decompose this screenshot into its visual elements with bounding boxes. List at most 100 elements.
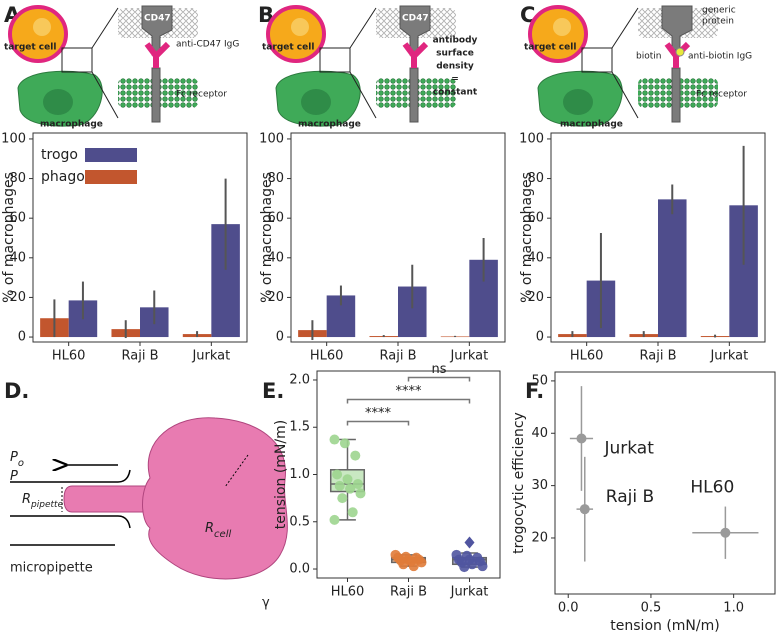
y-tick-label: 2.0 [289, 372, 310, 387]
macrophage-label: macrophage [298, 120, 361, 130]
significance-label: ns [431, 362, 446, 377]
data-point [398, 559, 409, 570]
protein [661, 5, 693, 51]
zoom-line [349, 71, 377, 119]
y-axis-label: tension (mN/m) [273, 420, 289, 529]
y-tick-label: 60 [267, 211, 284, 226]
data-point [342, 474, 353, 485]
receptor [151, 67, 161, 123]
text: R [22, 492, 31, 507]
data-point [416, 557, 427, 568]
y-tick-label: 0.0 [289, 562, 310, 577]
significance-label: **** [365, 406, 392, 421]
micropipette-diagram: Po P Rpipette Rcell micropipette γ [10, 417, 288, 611]
zoom-line [349, 7, 377, 49]
target-label: target cell [524, 43, 576, 53]
antibody [144, 41, 171, 68]
y-tick-label: 1.0 [289, 467, 310, 482]
data-point [329, 514, 340, 525]
legend-label: trogo [41, 147, 78, 163]
y-axis-label: % of macrophages [259, 172, 275, 303]
macrophage-label: macrophage [560, 120, 623, 130]
cell-body [142, 417, 288, 580]
y-axis-label: % of macrophages [519, 172, 535, 303]
y-tick-label: 0 [18, 330, 26, 345]
legend-swatch [85, 170, 137, 184]
x-tick-label: HL60 [310, 349, 344, 364]
legend-swatch [85, 148, 137, 162]
antibody-label: anti-CD47 IgG [176, 40, 239, 50]
text: cell [214, 529, 231, 540]
nucleus [43, 89, 73, 115]
x-tick-label: Jurkat [450, 585, 489, 600]
nucleus [301, 89, 331, 115]
data-point [579, 504, 590, 515]
x-tick-label: 1.0 [723, 601, 744, 616]
y-tick-label: 40 [267, 250, 284, 265]
x-tick-label: Raji B [640, 349, 677, 364]
data-point [408, 561, 419, 572]
data-point [332, 469, 343, 480]
biotin [675, 47, 685, 57]
pipette-label: micropipette [10, 561, 93, 576]
y-tick-label: 100 [1, 131, 26, 146]
y-tick-label: 80 [267, 171, 284, 186]
protein-label: generic [702, 6, 736, 16]
zoom-box [61, 47, 93, 73]
data-point [345, 483, 356, 494]
significance-bracket [407, 376, 471, 382]
y-tick-label: 20 [267, 290, 284, 305]
text: R [205, 521, 214, 536]
zoom-line [91, 7, 119, 49]
y-tick-label: 100 [519, 131, 544, 146]
y-tick-label: 60 [527, 211, 544, 226]
data-point [339, 438, 350, 449]
protein-label: CD47 [144, 14, 171, 24]
y-tick-label: 20 [527, 290, 544, 305]
y-tick-label: 40 [9, 250, 26, 265]
x-tick-label: Raji B [122, 349, 159, 364]
y-tick-label: 20 [531, 530, 548, 545]
data-point [352, 478, 363, 489]
target-label: target cell [262, 43, 314, 53]
antibody [402, 41, 429, 68]
significance-label: **** [396, 384, 423, 399]
receptor-label: Fc receptor [176, 90, 227, 100]
legend-label: phago [41, 169, 85, 185]
data-point [337, 493, 348, 504]
y-tick-label: 0.5 [289, 514, 310, 529]
x-tick-label: HL60 [570, 349, 604, 364]
x-tick-label: Jurkat [449, 349, 488, 364]
panel-label: F. [525, 379, 544, 403]
bar [658, 199, 687, 338]
data-point [334, 480, 345, 491]
ligand-label: biotin [636, 52, 661, 62]
data-point [350, 450, 361, 461]
tension-symbol: γ [262, 596, 270, 611]
y-tick-label: 40 [527, 250, 544, 265]
text: P [10, 469, 18, 484]
zoom-line [91, 71, 119, 119]
y-tick-label: 100 [259, 131, 284, 146]
point-label: HL60 [690, 478, 734, 498]
target-label: target cell [4, 43, 56, 53]
panel-label: D. [4, 379, 29, 403]
y-axis-label: trogocytic efficiency [511, 412, 527, 554]
receptor [409, 67, 419, 123]
data-point [720, 527, 731, 538]
significance-bracket [346, 420, 410, 426]
y-tick-label: 80 [9, 171, 26, 186]
x-tick-label: Jurkat [191, 349, 230, 364]
point-label: Raji B [606, 487, 654, 507]
y-tick-label: 60 [9, 211, 26, 226]
nucleus [563, 89, 593, 115]
data-point [329, 434, 340, 445]
y-tick-label: 0 [276, 330, 284, 345]
note: = [451, 75, 459, 85]
text: o [18, 458, 24, 469]
nucleus [291, 18, 309, 36]
nucleus [33, 18, 51, 36]
nucleus [553, 18, 571, 36]
y-tick-label: 20 [9, 290, 26, 305]
axes-frame [554, 371, 776, 595]
